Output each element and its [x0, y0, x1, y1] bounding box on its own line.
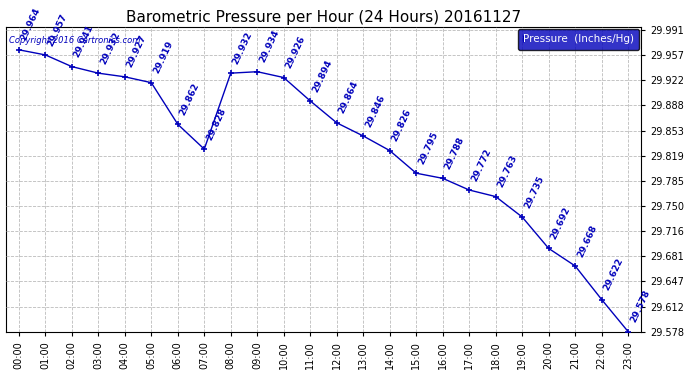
Text: 29.894: 29.894 — [310, 58, 334, 93]
Text: 29.957: 29.957 — [46, 12, 69, 47]
Text: 29.578: 29.578 — [629, 289, 651, 324]
Text: 29.622: 29.622 — [602, 257, 625, 292]
Text: 29.826: 29.826 — [391, 108, 413, 143]
Text: 29.668: 29.668 — [575, 223, 599, 258]
Text: 29.692: 29.692 — [549, 206, 572, 241]
Text: 29.926: 29.926 — [284, 34, 307, 70]
Text: 29.862: 29.862 — [179, 81, 201, 117]
Legend: Pressure  (Inches/Hg): Pressure (Inches/Hg) — [518, 29, 640, 50]
Text: 29.864: 29.864 — [337, 80, 360, 116]
Text: 29.795: 29.795 — [417, 130, 440, 166]
Text: 29.788: 29.788 — [443, 135, 466, 171]
Text: 29.964: 29.964 — [19, 7, 42, 42]
Text: 29.735: 29.735 — [523, 174, 546, 210]
Text: 29.941: 29.941 — [72, 24, 95, 59]
Text: 29.846: 29.846 — [364, 93, 386, 129]
Text: 29.772: 29.772 — [470, 147, 493, 183]
Text: 29.934: 29.934 — [258, 29, 281, 64]
Text: 29.828: 29.828 — [205, 106, 228, 142]
Text: 29.932: 29.932 — [99, 30, 121, 66]
Text: 29.919: 29.919 — [152, 40, 175, 75]
Text: Copyright 2016 Cartronics.com: Copyright 2016 Cartronics.com — [9, 36, 140, 45]
Text: 29.932: 29.932 — [231, 30, 254, 66]
Text: 29.927: 29.927 — [126, 34, 148, 69]
Text: 29.763: 29.763 — [496, 154, 519, 189]
Title: Barometric Pressure per Hour (24 Hours) 20161127: Barometric Pressure per Hour (24 Hours) … — [126, 10, 521, 25]
